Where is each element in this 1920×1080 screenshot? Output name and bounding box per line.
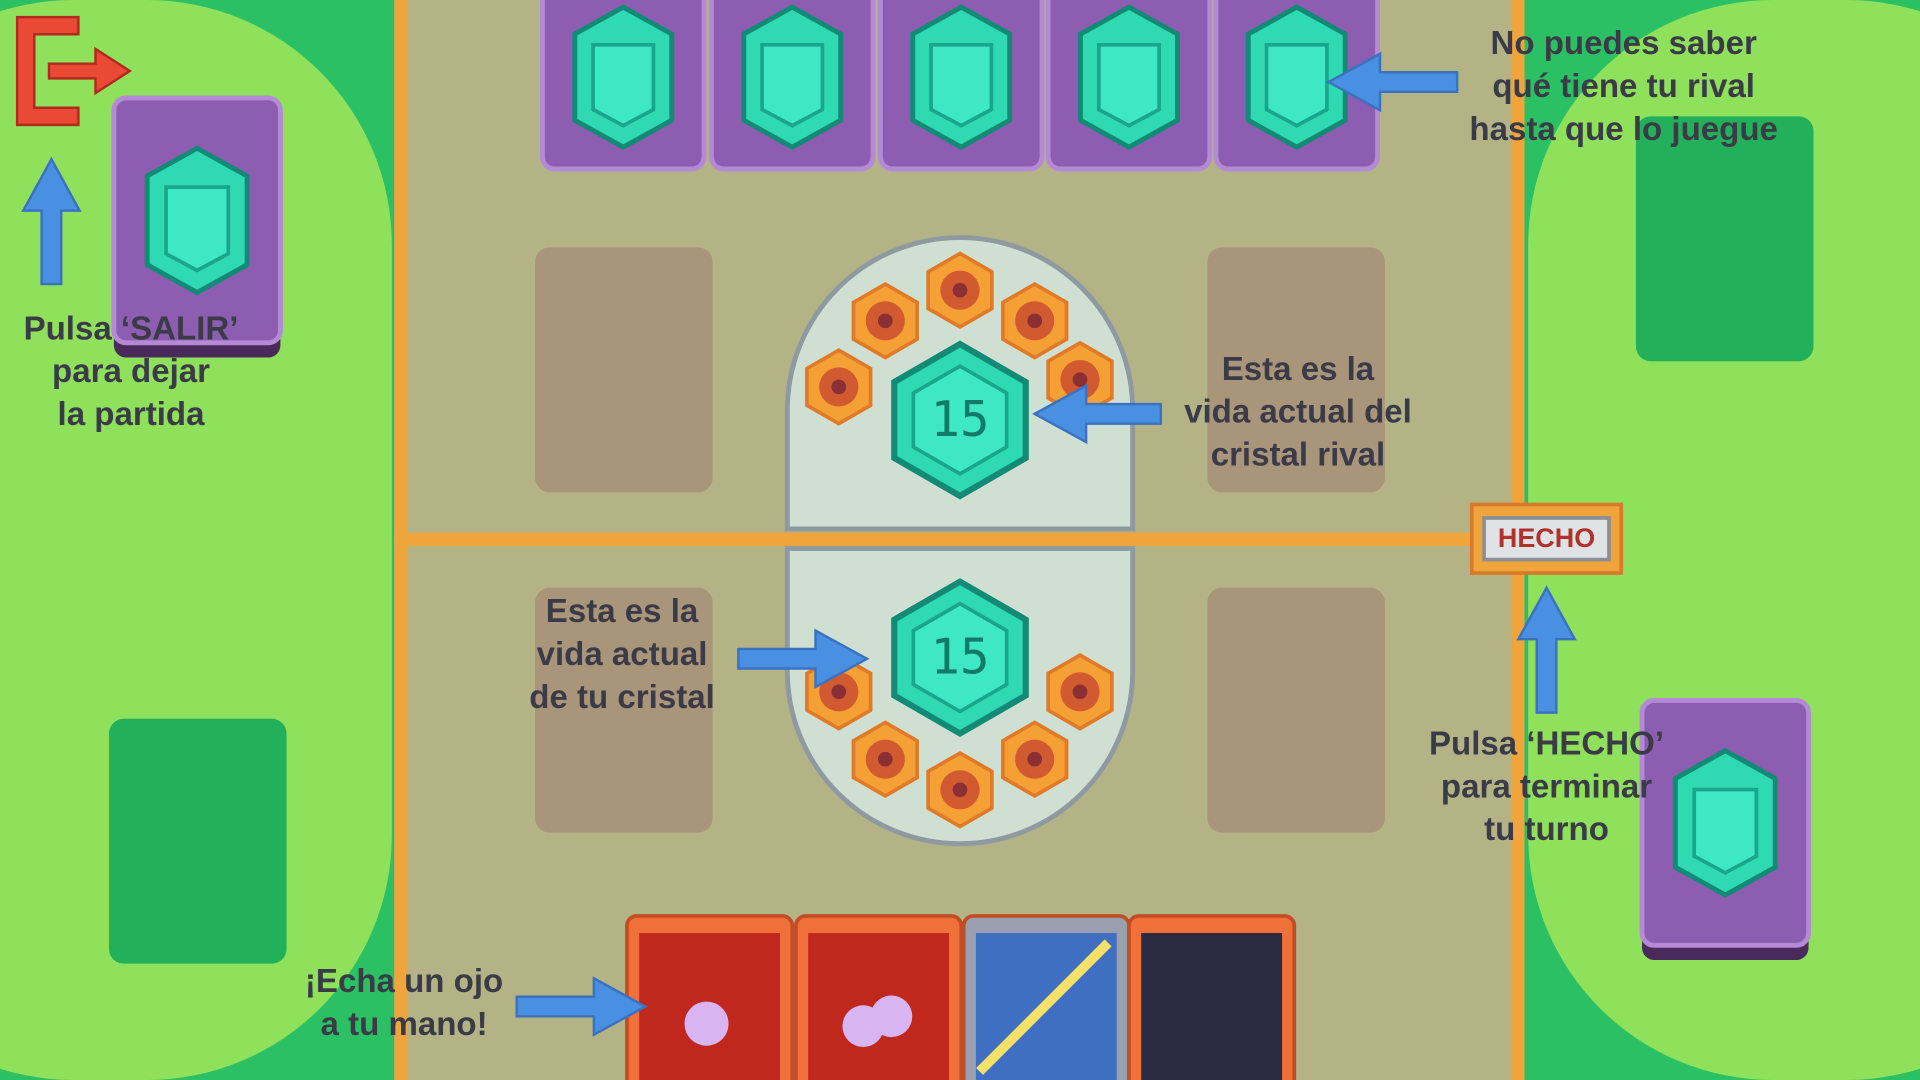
card-art-orb [870, 995, 913, 1038]
annotation-text: tu turno [1484, 811, 1609, 848]
mana-orb-center [831, 684, 847, 700]
tutorial-arrow-shape [737, 628, 870, 690]
annotation-text: cristal rival [1211, 436, 1386, 473]
card-slot [1207, 587, 1385, 833]
annotation-text: hasta que lo juegue [1469, 111, 1778, 148]
tutorial-arrow [1032, 383, 1163, 445]
annotation-text: la partida [58, 396, 206, 433]
discard-slot [1635, 116, 1814, 362]
discard-slot [108, 718, 287, 964]
tutorial-arrow-shape [515, 976, 648, 1037]
gem-facet [1692, 787, 1759, 875]
card-art-beam [976, 939, 1112, 1075]
annotation-text: Pulsa ‘SALIR’ [24, 310, 239, 347]
gem-facet [760, 42, 825, 128]
mana-orb-center [1072, 684, 1088, 700]
card-slot [1207, 247, 1385, 493]
tutorial-arrow [21, 156, 82, 286]
tutorial-arrow [737, 628, 870, 690]
tutorial-arrow [1326, 51, 1459, 113]
mana-orb-center [877, 751, 893, 767]
mana-orb-center [831, 379, 847, 395]
exit-door[interactable] [15, 15, 80, 127]
card-slot [535, 587, 713, 833]
annotation-text: vida actual del [1184, 394, 1412, 431]
annotation-text: Esta es la [1222, 351, 1375, 388]
gem-facet [929, 42, 994, 128]
done-button-label[interactable]: HECHO [1498, 523, 1595, 553]
mana-orb-center [952, 282, 968, 298]
annotation-text: de tu cristal [529, 679, 715, 716]
exit-button[interactable] [15, 15, 133, 127]
annotation-text: qué tiene tu rival [1492, 68, 1755, 105]
gem-facet [1264, 42, 1329, 128]
gem-facet [1096, 42, 1161, 128]
tutorial-arrow [515, 976, 648, 1037]
annotation-text: para terminar [1441, 768, 1652, 805]
mana-orb-center [1072, 372, 1088, 387]
left-panel [0, 0, 392, 1080]
mana-orb-center [1027, 313, 1043, 329]
annotation-text: No puedes saber [1491, 25, 1757, 62]
done-button[interactable]: HECHO [1470, 502, 1624, 575]
annotation-text: para dejar [52, 353, 210, 390]
tutorial-arrow [1516, 585, 1577, 714]
crystal-health: 15 [931, 629, 990, 686]
card-art-orb [684, 1001, 729, 1046]
mana-orb-center [952, 782, 968, 798]
crystal-inner [911, 601, 1009, 714]
annotation-text: ¡Echa un ojo [305, 963, 503, 1000]
done-button-face[interactable] [1482, 516, 1611, 562]
annotation-text: vida actual [537, 636, 708, 673]
right-panel [1528, 0, 1920, 1080]
mana-orb-center [877, 313, 893, 329]
annotation-text: Pulsa ‘HECHO’ [1429, 725, 1664, 762]
mana-orb-center [1027, 751, 1043, 767]
crystal-health: 15 [931, 391, 990, 448]
tutorial-arrow-shape [1032, 383, 1163, 445]
tutorial-arrow-shape [1516, 585, 1577, 714]
gem-facet [164, 185, 231, 273]
gem-facet [591, 42, 656, 128]
tutorial-arrow-shape [1326, 51, 1459, 113]
crystal-inner [911, 364, 1009, 476]
exit-arrow[interactable] [47, 46, 133, 96]
annotation-text: a tu mano! [321, 1006, 488, 1043]
card-slot [535, 247, 713, 493]
board-divider [394, 532, 1485, 547]
card-slots [108, 116, 1814, 964]
hand-card-art [1141, 933, 1283, 1080]
annotation-text: Esta es la [546, 593, 699, 630]
tutorial-arrow-shape [21, 156, 82, 286]
